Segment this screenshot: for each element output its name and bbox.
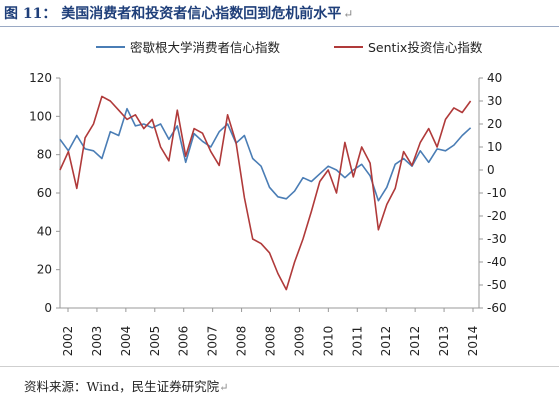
x-tick-label: 2012 [379, 326, 393, 357]
return-mark-icon: ↵ [219, 381, 229, 394]
x-tick-label: 2008 [235, 326, 249, 357]
y-tick-label-left: 0 [44, 301, 52, 315]
x-tick-label: 2012 [408, 326, 422, 357]
x-tick-label: 2005 [148, 326, 162, 357]
y-tick-label-right: 20 [487, 117, 502, 131]
x-tick-label: 2011 [350, 326, 364, 357]
x-tick-label: 2009 [292, 326, 306, 357]
y-tick-label-right: -50 [487, 278, 507, 292]
y-tick-label-right: 40 [487, 71, 502, 85]
source-note: 资料来源：Wind，民生证券研究院↵ [24, 379, 229, 394]
y-tick-label-right: -30 [487, 232, 507, 246]
y-tick-label-left: 100 [29, 109, 52, 123]
y-tick-label-right: 30 [487, 94, 502, 108]
y-tick-label-right: -10 [487, 186, 507, 200]
y-tick-label-right: 10 [487, 140, 502, 154]
x-tick-label: 2007 [206, 326, 220, 357]
chart-series [59, 95, 472, 291]
y-tick-label-right: -20 [487, 209, 507, 223]
y-tick-label-left: 20 [37, 263, 52, 277]
series-line-1 [59, 107, 472, 202]
x-tick-label: 2004 [119, 326, 133, 357]
y-tick-label-left: 80 [37, 148, 52, 162]
x-tick-label: 2010 [321, 326, 335, 357]
x-tick-label: 2014 [466, 326, 480, 357]
figure-title-bar: 图 11： 美国消费者和投资者信心指数回到危机前水平 ↵ [0, 0, 559, 27]
y-tick-label-left: 40 [37, 224, 52, 238]
legend-label-series-1: 密歇根大学消费者信心指数 [130, 40, 281, 55]
y-tick-label-right: -40 [487, 255, 507, 269]
y-tick-label-left: 60 [37, 186, 52, 200]
y-tick-label-left: 120 [29, 71, 52, 85]
x-tick-label: 2008 [264, 326, 278, 357]
y-tick-label-right: -60 [487, 301, 507, 315]
figure-title: 图 11： 美国消费者和投资者信心指数回到危机前水平 ↵ [4, 6, 354, 22]
footer-divider [0, 366, 559, 367]
x-tick-label: 2002 [61, 326, 75, 357]
chart-legend: 密歇根大学消费者信心指数 Sentix投资信心指数 [96, 40, 483, 55]
return-mark-icon: ↵ [343, 7, 354, 21]
series-line-2 [59, 95, 472, 291]
y-tick-label-right: 0 [487, 163, 495, 177]
chart-axes: 0 20 40 60 80 100 120 -60 -50 -40 -30 -20 -10 0 10 20 30… [29, 71, 507, 356]
x-tick-label: 2013 [437, 326, 451, 357]
x-tick-label: 2006 [177, 326, 191, 357]
legend-label-series-2: Sentix投资信心指数 [368, 40, 483, 55]
x-tick-label: 2003 [90, 326, 104, 357]
chart: 密歇根大学消费者信心指数 Sentix投资信心指数 02040608010012… [29, 40, 507, 356]
